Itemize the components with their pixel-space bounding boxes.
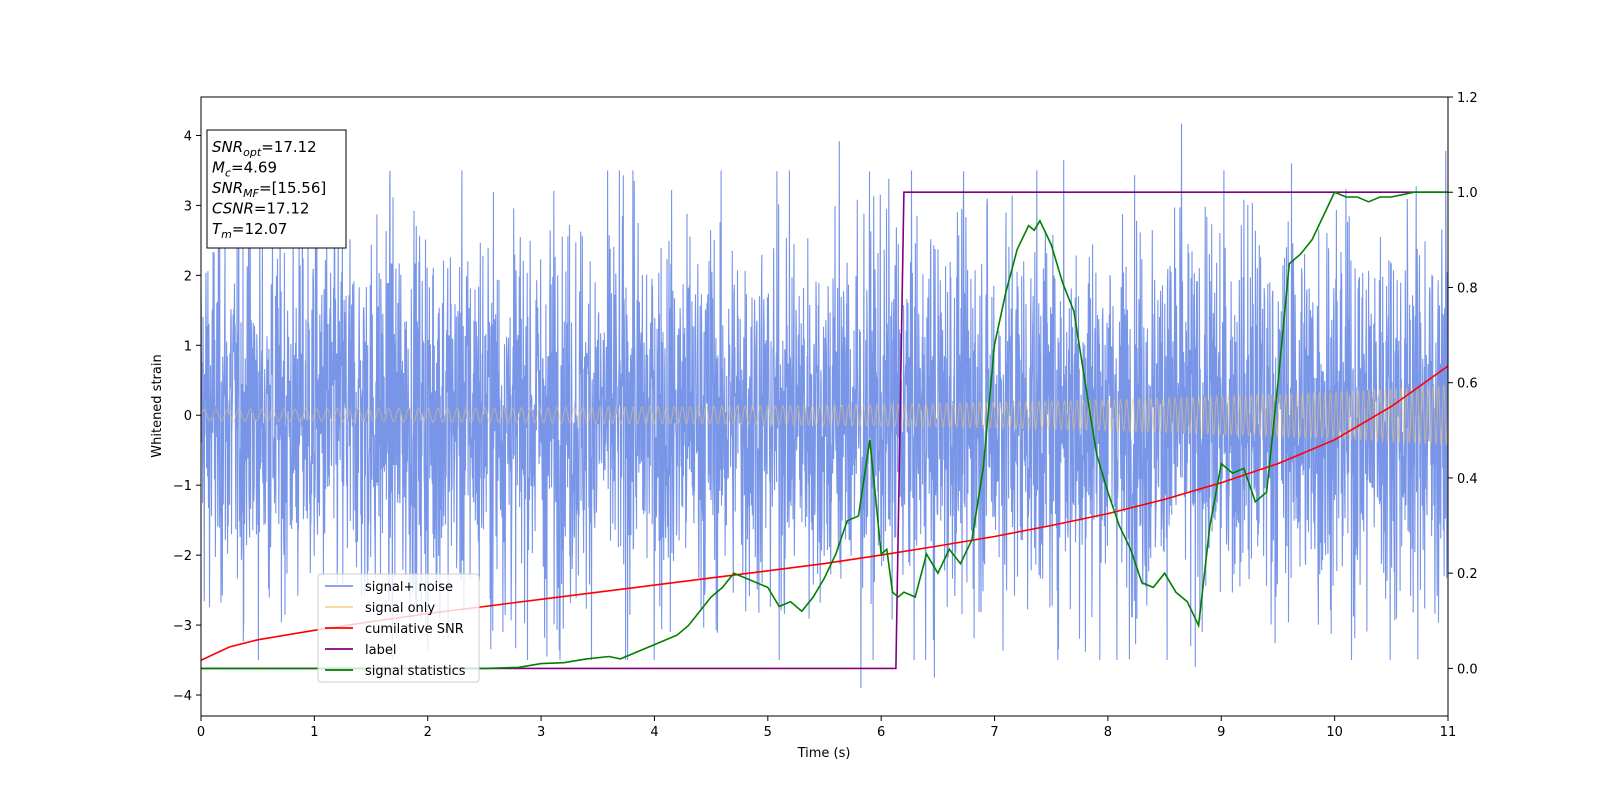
y-tick-label: −2	[173, 549, 192, 564]
annotation-symbol: T	[212, 220, 223, 238]
annotation-symbol: CSNR	[212, 200, 254, 218]
annotation-line: Mc=4.69	[212, 159, 277, 180]
legend-label: signal+ noise	[365, 580, 453, 595]
legend-label: signal statistics	[365, 664, 466, 679]
y-tick-label: −1	[173, 479, 192, 494]
x-tick-label: 6	[877, 725, 885, 740]
annotation-value: =17.12	[261, 138, 317, 156]
annotation-value: =[15.56]	[259, 179, 326, 197]
annotation-subscript: m	[221, 228, 232, 241]
x-axis-label: Time (s)	[797, 746, 851, 761]
series-signal-noise	[201, 123, 1448, 689]
snr-annotation-box: SNRopt=17.12Mc=4.69SNRMF=[15.56]CSNR=17.…	[206, 129, 347, 249]
annotation-value: =12.07	[232, 220, 288, 238]
y2-tick-label: 0.2	[1457, 567, 1478, 582]
y-tick-label: −3	[173, 619, 192, 634]
x-axis: 0 1 2 3 4 5 6 7 8 9 10 11	[197, 716, 1456, 740]
y2-tick-label: 0.8	[1457, 281, 1478, 296]
series-label	[201, 191, 1448, 670]
y-tick-label: 3	[184, 199, 192, 214]
annotation-line: SNRMF=[15.56]	[212, 179, 326, 200]
legend: signal+ noise signal only cumilative SNR la…	[317, 573, 480, 683]
series-signal-statistics	[201, 191, 1448, 670]
annotation-line: SNRopt=17.12	[212, 138, 317, 159]
annotation-value: =4.69	[231, 159, 277, 177]
annotation-value: =17.12	[254, 200, 310, 218]
y-tick-label: 0	[184, 409, 192, 424]
x-tick-label: 11	[1440, 725, 1457, 740]
x-tick-label: 5	[764, 725, 772, 740]
annotation-subscript: c	[225, 167, 231, 180]
series-signal-only	[201, 385, 1448, 446]
y-tick-label: 1	[184, 339, 192, 354]
annotation-symbol: SNR	[212, 138, 243, 156]
y-tick-label: −4	[173, 689, 192, 704]
y2-tick-label: 0.4	[1457, 472, 1478, 487]
x-tick-label: 4	[650, 725, 658, 740]
axes-frame	[200, 96, 1449, 717]
y2-tick-label: 1.2	[1457, 91, 1478, 106]
annotation-subscript: opt	[243, 146, 262, 159]
y2-tick-label: 0.6	[1457, 377, 1478, 392]
legend-label: label	[365, 643, 396, 658]
y-axis-left: −4 −3 −2 −1 0 1 2 3 4	[173, 129, 201, 704]
y-axis-right: 0.0 0.2 0.4 0.6 0.8 1.0 1.2	[1448, 91, 1478, 677]
x-tick-label: 1	[310, 725, 318, 740]
annotation-symbol: SNR	[212, 179, 243, 197]
annotation-line: CSNR=17.12	[212, 200, 309, 218]
x-tick-label: 7	[990, 725, 998, 740]
y-tick-label: 4	[184, 129, 192, 144]
y2-tick-label: 1.0	[1457, 186, 1478, 201]
legend-label: cumilative SNR	[365, 622, 464, 637]
y-tick-label: 2	[184, 269, 192, 284]
x-tick-label: 8	[1104, 725, 1112, 740]
legend-frame	[317, 573, 480, 683]
x-tick-label: 0	[197, 725, 205, 740]
y2-tick-label: 0.0	[1457, 662, 1478, 677]
x-tick-label: 9	[1217, 725, 1225, 740]
annotation-symbol: M	[212, 159, 225, 177]
x-tick-label: 10	[1326, 725, 1343, 740]
legend-label: signal only	[365, 601, 435, 616]
x-tick-label: 3	[537, 725, 545, 740]
y-axis-label: Whitened strain	[150, 354, 165, 457]
annotation-subscript: MF	[243, 187, 259, 200]
annotation-frame	[206, 129, 347, 249]
annotation-line: Tm=12.07	[212, 220, 287, 241]
x-tick-label: 2	[424, 725, 432, 740]
